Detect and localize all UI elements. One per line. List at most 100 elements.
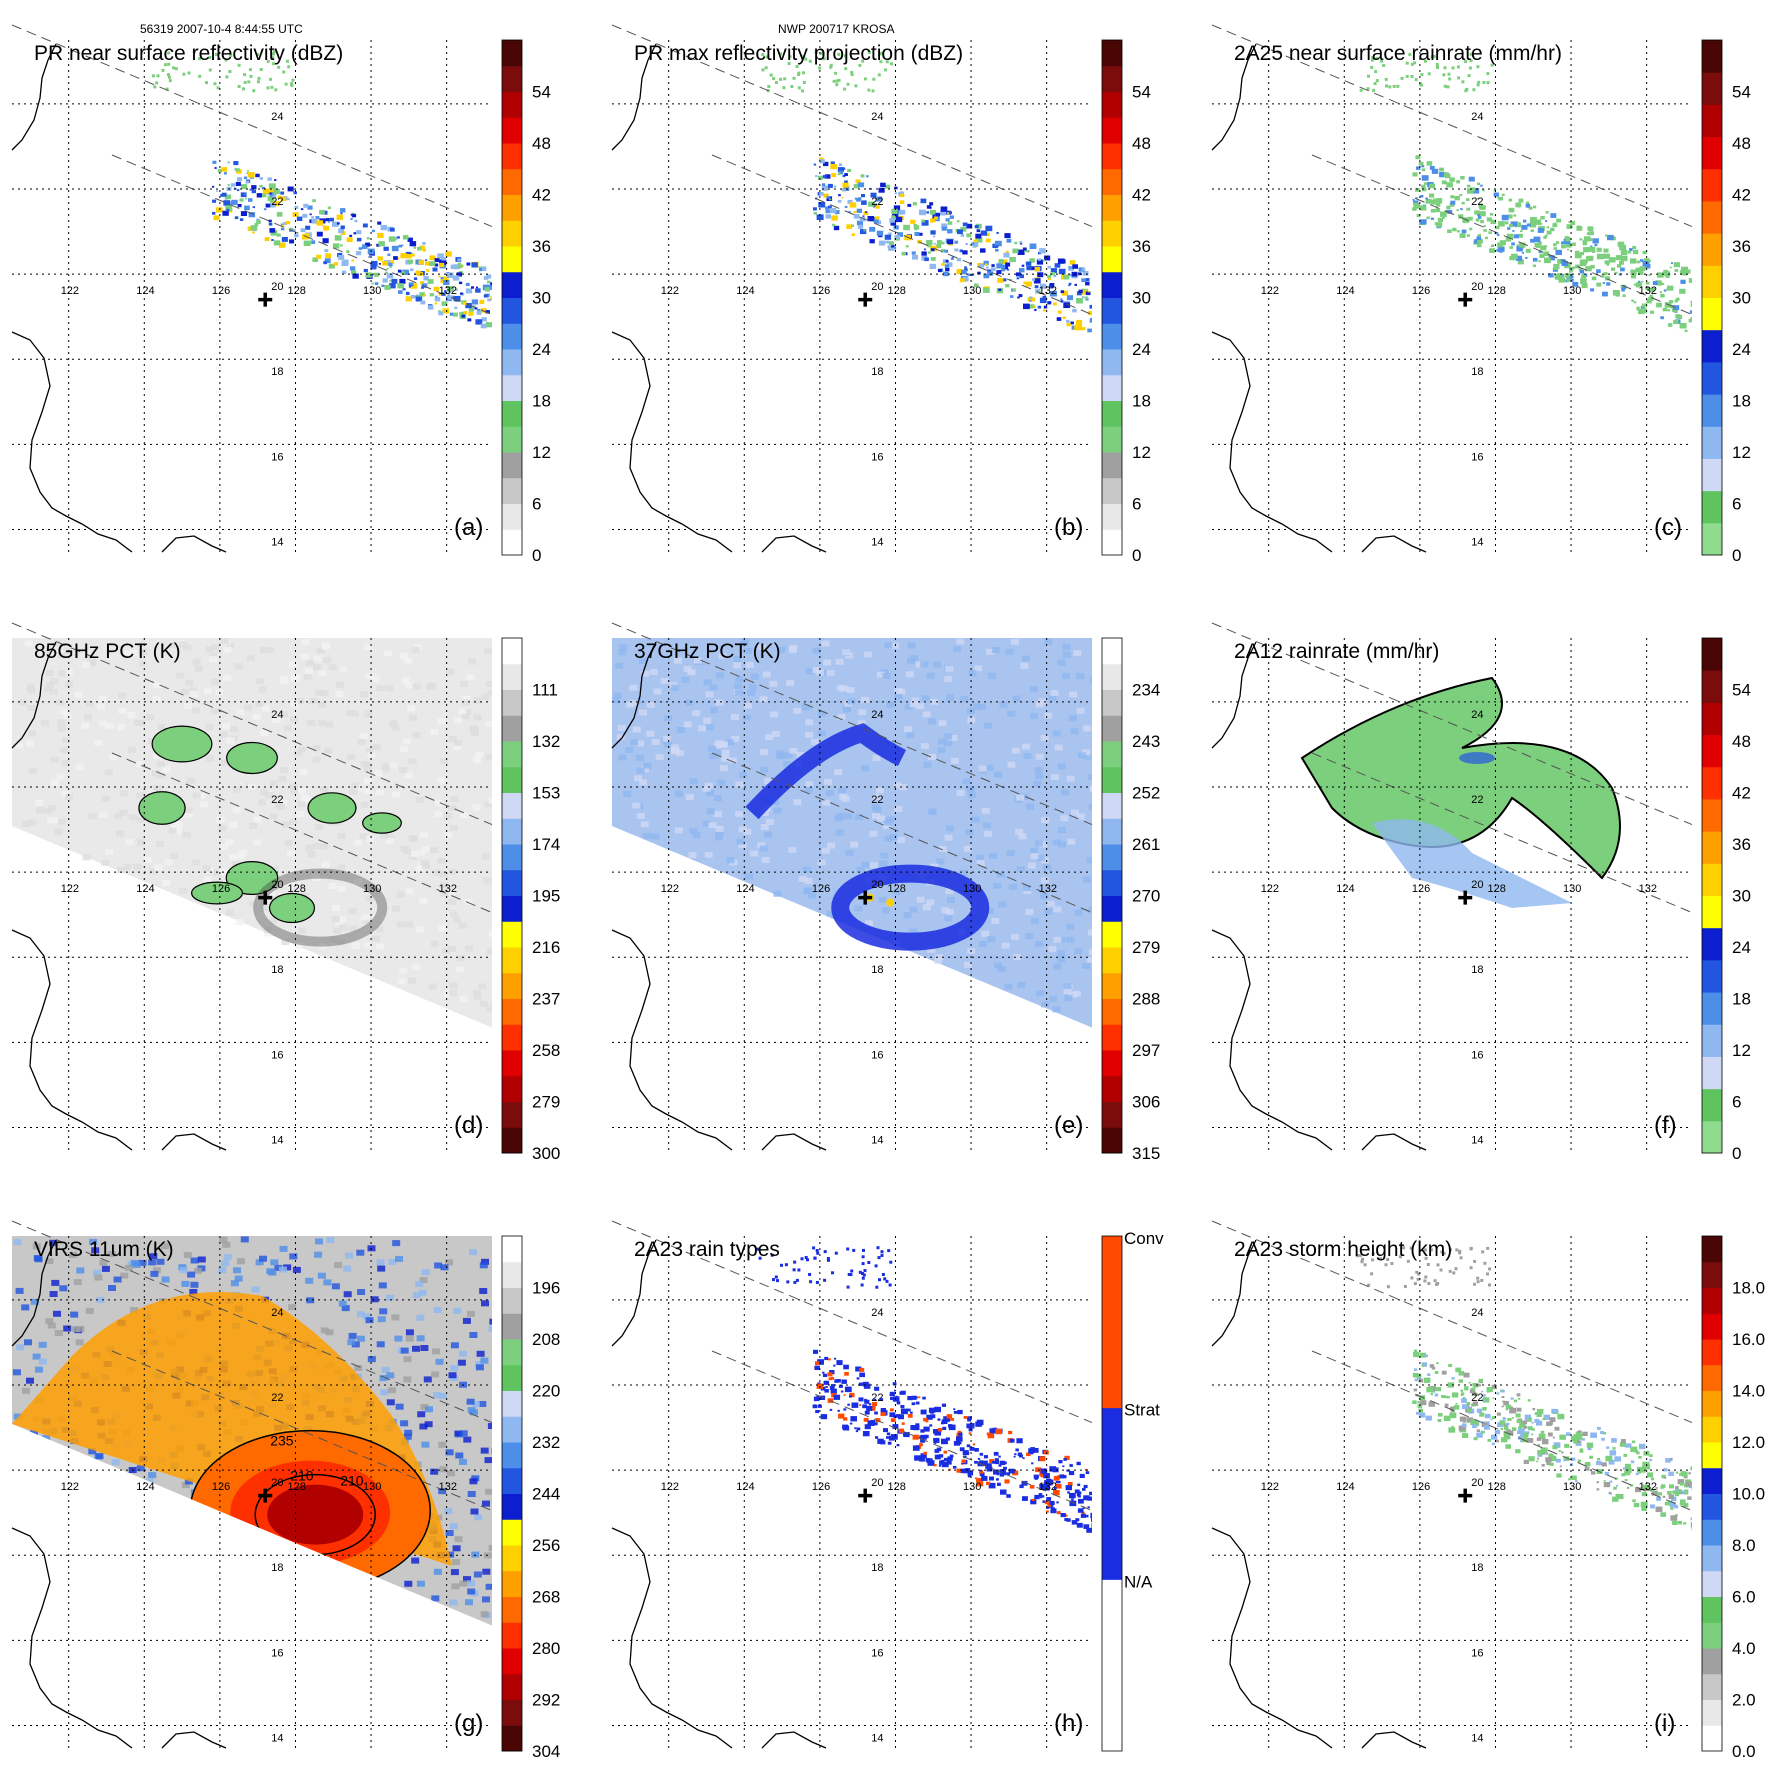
- colorbar-swatch: [1702, 1442, 1722, 1469]
- swath-edge-upper: [11, 1220, 493, 1424]
- colorbar-swatch: [1702, 329, 1722, 363]
- colorbar-swatch: [1702, 1313, 1722, 1340]
- colorbar-swatch: [1102, 168, 1122, 195]
- colorbar-swatch: [502, 818, 522, 845]
- lat-tick-label: 20: [271, 879, 283, 891]
- swath-edge-upper: [11, 24, 493, 228]
- lon-tick-label: 132: [1039, 1481, 1057, 1493]
- colorbar-swatch: [1102, 818, 1122, 845]
- coastline: [11, 1527, 133, 1749]
- coastline: [11, 331, 133, 553]
- colorbar-swatch: [1702, 1622, 1722, 1649]
- colorbar: 300 279 258 237 216 195 174 153 132 111: [501, 637, 560, 1163]
- colorbar-swatch: [1702, 1673, 1722, 1700]
- swath-edge-lower: [1311, 1350, 1693, 1512]
- colorbar-tick-label: 297: [1132, 1041, 1160, 1060]
- lon-tick-label: 132: [1639, 285, 1657, 297]
- colorbar-swatch: [1702, 1570, 1722, 1597]
- colorbar-tick-label: 0: [1732, 546, 1741, 565]
- lat-tick-label: 24: [271, 111, 283, 123]
- storm-center-marker: [1458, 292, 1473, 307]
- lat-tick-label: 14: [1471, 1134, 1483, 1146]
- colorbar-tick-label: 234: [1132, 681, 1160, 700]
- storm-center-marker: [258, 292, 273, 307]
- colorbar-swatch: [1102, 1579, 1122, 1666]
- colorbar-swatch: [1102, 246, 1122, 273]
- colorbar-tick-label: 232: [532, 1433, 560, 1452]
- colorbar-swatch: [1702, 1088, 1722, 1122]
- lon-tick-label: 130: [963, 883, 981, 895]
- colorbar-swatch: [1702, 1390, 1722, 1417]
- lat-tick-label: 18: [1471, 366, 1483, 378]
- colorbar-tick-label: 12: [1732, 1041, 1751, 1060]
- lat-tick-label: 22: [271, 196, 283, 208]
- colorbar-frame: [1101, 637, 1123, 1154]
- lon-tick-label: 126: [212, 285, 230, 297]
- colorbar-swatch: [1102, 400, 1122, 427]
- panel-title: 2A25 near surface rainrate (mm/hr): [1234, 42, 1562, 65]
- colorbar-swatch: [1102, 117, 1122, 144]
- coastline: [1361, 1133, 1427, 1151]
- colorbar-swatch: [1702, 168, 1722, 202]
- lat-tick-label: 24: [1471, 1307, 1483, 1319]
- lat-tick-label: 22: [1471, 196, 1483, 208]
- lat-tick-label: 20: [1471, 879, 1483, 891]
- colorbar-swatch: [502, 1127, 522, 1154]
- swath-edge-upper: [1211, 622, 1693, 826]
- lat-tick-label: 16: [1471, 451, 1483, 463]
- lon-tick-label: 126: [212, 1481, 230, 1493]
- lat-tick-label: 14: [271, 536, 283, 548]
- lon-tick-label: 126: [212, 883, 230, 895]
- colorbar-swatch: [502, 663, 522, 690]
- colorbar-swatch: [1102, 1075, 1122, 1102]
- coastline: [611, 331, 733, 553]
- swath-background: [12, 638, 492, 1028]
- colorbar-tick-label: 18: [532, 392, 551, 411]
- colorbar-tick-label: 243: [1132, 732, 1160, 751]
- colorbar-swatch: [502, 297, 522, 324]
- coastline: [1211, 1239, 1257, 1347]
- panel-title: 2A12 rainrate (mm/hr): [1234, 640, 1439, 663]
- panel-letter: (f): [1654, 1112, 1677, 1139]
- storm-center-marker: [258, 890, 273, 905]
- colorbar-tick-label: 30: [1732, 887, 1751, 906]
- colorbar-swatch: [1102, 844, 1122, 871]
- coastline: [11, 929, 133, 1151]
- coastline: [1211, 43, 1257, 151]
- lat-tick-label: 16: [1471, 1049, 1483, 1061]
- colorbar-swatch: [1702, 40, 1722, 73]
- panel-e: 122 124 126 128 130 132 24 22 20 18 16 14 37GHz PCT …: [611, 622, 1160, 1163]
- colorbar-swatch: [1702, 1519, 1722, 1546]
- colorbar-swatch: [502, 1024, 522, 1051]
- colorbar-swatch: [502, 349, 522, 376]
- contour-label: 210: [290, 1468, 314, 1484]
- colorbar-swatch: [1702, 798, 1722, 832]
- colorbar-swatch: [502, 689, 522, 716]
- lat-tick-label: 20: [871, 281, 883, 293]
- lat-tick-label: 20: [1471, 281, 1483, 293]
- colorbar-swatch: [502, 529, 522, 556]
- colorbar-swatch: [1102, 349, 1122, 376]
- coastline: [1211, 641, 1257, 749]
- colorbar-swatch: [1102, 869, 1122, 896]
- storm-center-marker: [1458, 890, 1473, 905]
- colorbar-tick-label: 18.0: [1732, 1279, 1765, 1298]
- lon-tick-label: 130: [1563, 285, 1581, 297]
- lat-tick-label: 14: [871, 536, 883, 548]
- colorbar-tick-label: 12: [532, 443, 551, 462]
- lat-tick-label: 22: [871, 794, 883, 806]
- colorbar-tick-label: 0: [1132, 546, 1141, 565]
- colorbar-swatch: [1102, 220, 1122, 247]
- colorbar-swatch: [1702, 426, 1722, 459]
- swath-edge-upper: [611, 1220, 1093, 1424]
- lon-tick-label: 126: [812, 1481, 830, 1493]
- colorbar-swatch: [1702, 992, 1722, 1025]
- lat-tick-label: 18: [271, 1562, 283, 1574]
- colorbar-swatch: [1702, 1261, 1722, 1288]
- lat-tick-label: 20: [1471, 1477, 1483, 1489]
- colorbar-swatch: [1702, 233, 1722, 266]
- lat-tick-label: 14: [1471, 1732, 1483, 1744]
- colorbar-swatch: [502, 168, 522, 195]
- colorbar-swatch: [502, 741, 522, 768]
- colorbar-swatch: [1102, 638, 1122, 665]
